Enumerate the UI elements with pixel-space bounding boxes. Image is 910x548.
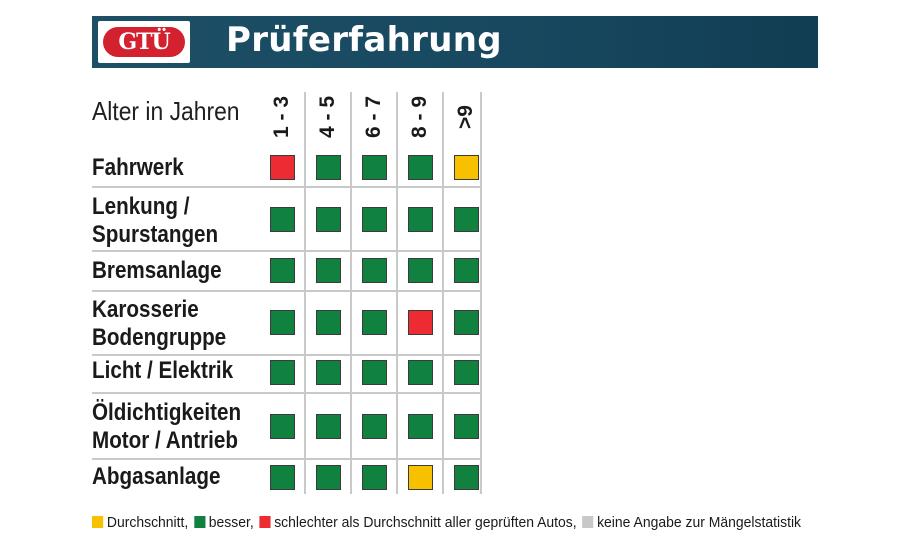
rating-cell-green [269,206,295,232]
row-label-line: Licht / Elektrik [92,357,234,384]
grid-hline [92,354,480,356]
gtu-logo: GTÜ [98,21,190,63]
rating-cell-green [315,206,341,232]
grid-hline [92,290,480,292]
column-header-2: 4 - 5 [308,92,348,142]
rating-cell-green [407,206,433,232]
rating-cell-green [315,359,341,385]
row-label-öldichtigkeiten: Öldichtigkeiten Motor / Antrieb [92,399,241,455]
legend-item-grey: keine Angabe zur Mängelstatistik [582,514,801,531]
rating-cell-green [453,413,479,439]
rating-cell-green [453,359,479,385]
column-header-text: 8 - 9 [408,95,431,139]
row-label-line: Spurstangen [92,221,219,248]
rating-cell-green [361,257,387,283]
column-header-label: Alter in Jahren [92,96,240,126]
column-header-4: 8 - 9 [400,92,440,142]
rating-cell-green [315,413,341,439]
rating-cell-green [453,309,479,335]
rating-cell-green [361,206,387,232]
row-label-bremsanlage: Bremsanlage [92,257,222,285]
rating-cell-yellow [407,464,433,490]
row-label-karosserie: Karosserie Bodengruppe [92,296,226,352]
rating-cell-green [407,257,433,283]
legend: Durchschnitt, besser, schlechter als Durch… [92,514,807,534]
page-title: Prüferfahrung [226,20,502,60]
grid-hline [92,186,480,188]
grid-vline [350,92,352,494]
rating-cell-green [315,309,341,335]
legend-swatch-green [193,516,206,528]
legend-label: schlechter als Durchschnitt aller geprüf… [274,514,577,531]
rating-cell-green [361,464,387,490]
rating-cell-green [361,413,387,439]
row-label-line: Bodengruppe [92,324,227,351]
rating-cell-green [315,464,341,490]
row-label-line: Motor / Antrieb [92,427,238,454]
rating-cell-green [361,309,387,335]
legend-swatch-yellow [92,516,104,528]
legend-item-yellow: Durchschnitt, [92,514,188,531]
gtu-logo-text: GTÜ [118,29,170,55]
legend-item-red: schlechter als Durchschnitt aller geprüf… [259,514,577,531]
column-header-1: 1 - 3 [262,92,302,142]
grid-vline [396,92,398,494]
rating-cell-green [361,154,387,180]
gtu-logo-badge: GTÜ [103,27,185,57]
rating-cell-green [315,257,341,283]
rating-cell-green [453,464,479,490]
grid-hline [92,250,480,252]
rating-cell-green [269,309,295,335]
legend-label: besser, [208,514,254,531]
legend-swatch-red [259,516,271,528]
row-label-line: Bremsanlage [92,257,222,284]
rating-cell-green [269,413,295,439]
row-label-line: Öldichtigkeiten [92,399,242,426]
column-header-text: 6 - 7 [362,95,385,139]
row-label-line: Karosserie [92,296,199,323]
grid-hline [92,392,480,394]
row-label-lenkung: Lenkung / Spurstangen [92,193,218,249]
grid-hline [92,458,480,460]
grid-vline [480,92,482,494]
row-label-line: Fahrwerk [92,154,184,181]
column-header-text: >9 [454,105,477,129]
rating-cell-green [407,413,433,439]
grid-vline [442,92,444,494]
rating-cell-green [361,359,387,385]
rating-cell-green [315,154,341,180]
rating-cell-green [407,359,433,385]
rating-cell-red [269,154,295,180]
rating-cell-green [269,359,295,385]
row-label-licht-elektrik: Licht / Elektrik [92,357,233,385]
rating-cell-green [407,154,433,180]
legend-item-green: besser, [193,514,254,531]
column-header-text: 4 - 5 [316,95,339,139]
rating-cell-green [269,464,295,490]
rating-cell-yellow [453,154,479,180]
column-header-3: 6 - 7 [354,92,394,142]
row-label-fahrwerk: Fahrwerk [92,154,184,182]
rating-cell-green [453,206,479,232]
legend-swatch-grey [582,516,594,528]
rating-cell-red [407,309,433,335]
rating-cell-green [269,257,295,283]
row-label-abgasanlage: Abgasanlage [92,463,220,491]
rating-cell-green [453,257,479,283]
legend-label: keine Angabe zur Mängelstatistik [597,514,802,531]
row-label-line: Lenkung / [92,193,190,220]
legend-label: Durchschnitt, [106,514,189,531]
row-label-line: Abgasanlage [92,463,221,490]
column-header-text: 1 - 3 [270,95,293,139]
grid-vline [304,92,306,494]
header-banner: GTÜ Prüferfahrung [92,16,818,68]
